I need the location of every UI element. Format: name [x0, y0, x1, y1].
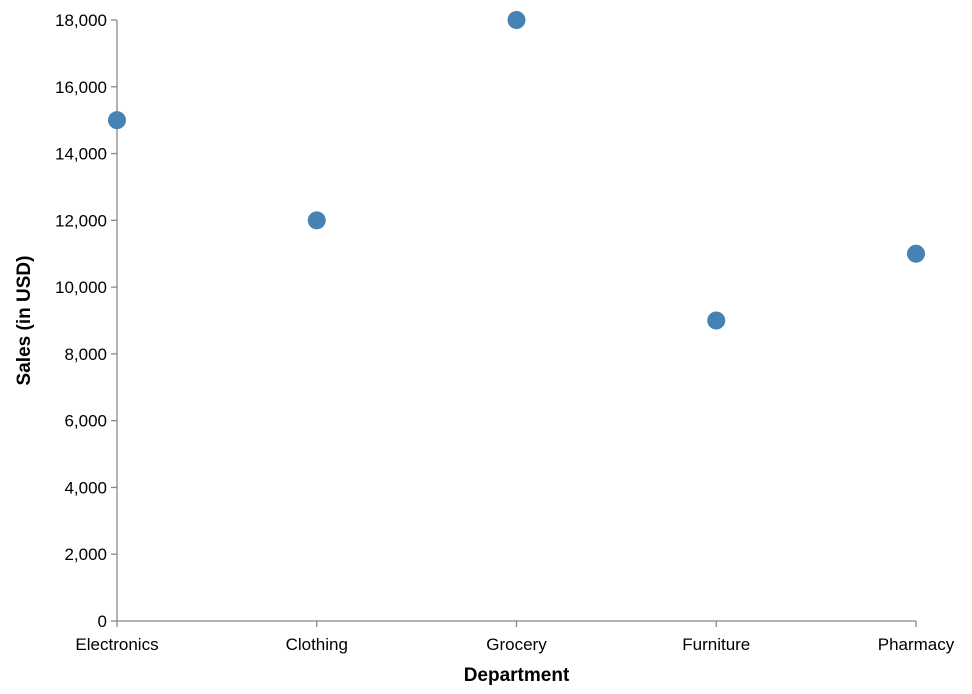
y-tick-label: 18,000 [55, 11, 107, 30]
x-tick-label: Electronics [75, 635, 158, 654]
data-point [307, 211, 326, 230]
y-axis: 0 2,000 4,000 6,000 8,000 10,000 12,000 14,000 1… [55, 11, 118, 631]
y-tick-label: 2,000 [64, 545, 107, 564]
y-tick-label: 6,000 [64, 412, 107, 431]
y-tick-label: 0 [98, 612, 107, 631]
data-point [907, 244, 925, 263]
data-point [108, 111, 126, 130]
y-tick-label: 12,000 [55, 211, 107, 230]
x-axis-title: Department [464, 665, 570, 686]
y-ticks: 0 2,000 4,000 6,000 8,000 10,000 12,000 14,000 1… [55, 11, 117, 631]
y-tick-label: 14,000 [55, 145, 107, 164]
y-axis-title: Sales (in USD) [14, 256, 35, 386]
x-ticks: Electronics Clothing Grocery Furniture Pharm… [75, 621, 955, 654]
y-tick-label: 4,000 [64, 478, 107, 497]
x-tick-label: Furniture [682, 635, 750, 654]
data-point [507, 11, 526, 29]
data-point [707, 311, 726, 330]
data-points [108, 11, 925, 330]
x-axis: Electronics Clothing Grocery Furniture Pharm… [75, 620, 955, 654]
x-tick-label: Grocery [486, 635, 547, 654]
y-tick-label: 8,000 [64, 345, 107, 364]
x-tick-label: Pharmacy [878, 635, 955, 654]
y-tick-label: 16,000 [55, 78, 107, 97]
y-tick-label: 10,000 [55, 278, 107, 297]
x-tick-label: Clothing [286, 635, 348, 654]
